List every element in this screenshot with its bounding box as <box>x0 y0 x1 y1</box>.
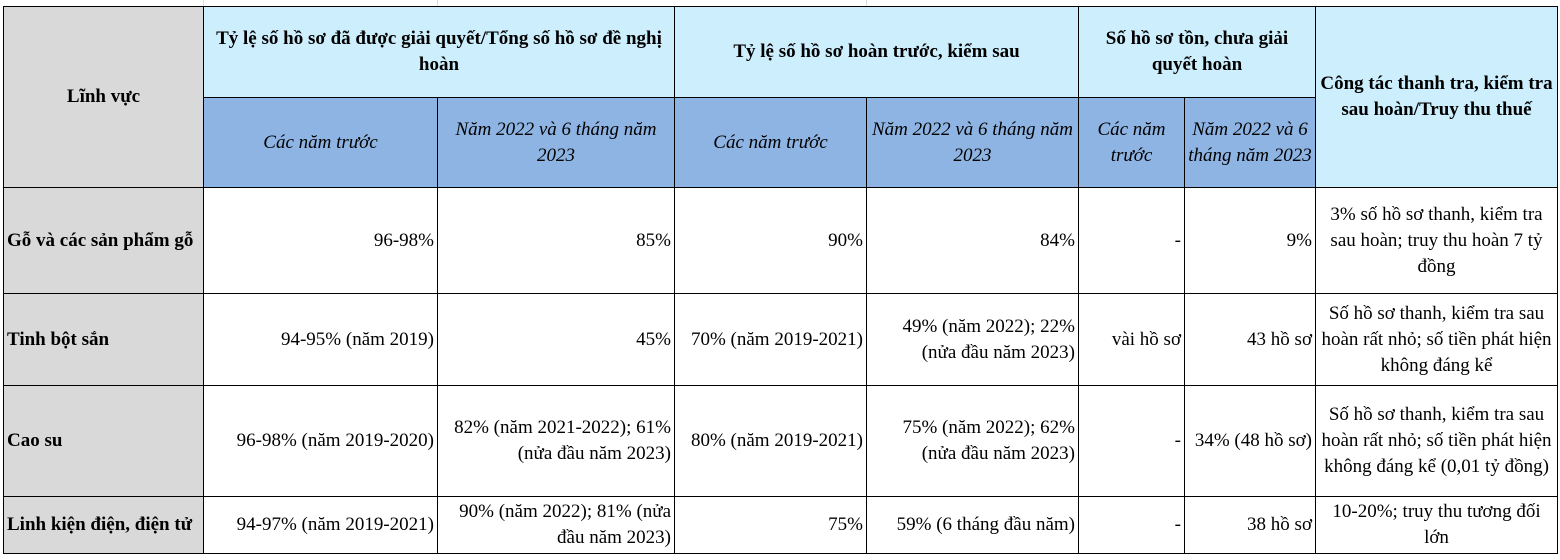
cell: 85% <box>437 187 675 294</box>
cell: 59% (6 tháng đầu năm) <box>866 496 1079 554</box>
cell: - <box>1078 496 1185 554</box>
cell: 75% (năm 2022); 62% (nửa đầu năm 2023) <box>866 385 1079 497</box>
table-row: Cao su 96-98% (năm 2019-2020) 82% (năm 2… <box>3 385 1558 497</box>
cell: 84% <box>866 187 1079 294</box>
cell: 3% số hồ sơ thanh, kiểm tra sau hoàn; tr… <box>1315 187 1558 294</box>
cell: - <box>1078 187 1185 294</box>
field-cell: Linh kiện điện, điện tử <box>3 496 204 554</box>
cell: - <box>1078 385 1185 497</box>
cell: 94-97% (năm 2019-2021) <box>203 496 438 554</box>
subheader-prev-years: Các năm trước <box>1078 97 1185 188</box>
cell: 96-98% (năm 2019-2020) <box>203 385 438 497</box>
table-row: Tinh bột sắn 94-95% (năm 2019) 45% 70% (… <box>3 293 1558 386</box>
field-cell: Tinh bột sắn <box>3 293 204 386</box>
cell: 90% <box>674 187 867 294</box>
cell: 70% (năm 2019-2021) <box>674 293 867 386</box>
field-cell: Cao su <box>3 385 204 497</box>
cell: 10-20%; truy thu tương đối lớn <box>1315 496 1558 554</box>
gridline <box>437 0 438 6</box>
header-resolved-ratio: Tỷ lệ số hồ sơ đã được giải quyết/Tổng s… <box>203 6 675 98</box>
tax-refund-table: Lĩnh vực Tỷ lệ số hồ sơ đã được giải quy… <box>3 6 1558 554</box>
gridline <box>203 0 204 6</box>
cell: 34% (48 hồ sơ) <box>1184 385 1316 497</box>
cell: 9% <box>1184 187 1316 294</box>
header-inspection: Công tác thanh tra, kiểm tra sau hoàn/Tr… <box>1315 6 1558 188</box>
field-cell: Gỗ và các sản phẩm gỗ <box>3 187 204 294</box>
cell: 45% <box>437 293 675 386</box>
gridline <box>866 0 867 6</box>
table-row: Gỗ và các sản phẩm gỗ 96-98% 85% 90% 84%… <box>3 187 1558 294</box>
subheader-prev-years: Các năm trước <box>203 97 438 188</box>
cell: 80% (năm 2019-2021) <box>674 385 867 497</box>
subheader-2022: Năm 2022 và 6 tháng năm 2023 <box>866 97 1079 188</box>
table-row: Linh kiện điện, điện tử 94-97% (năm 2019… <box>3 496 1558 554</box>
header-refund-first: Tỷ lệ số hồ sơ hoàn trước, kiểm sau <box>674 6 1079 98</box>
cell: 38 hồ sơ <box>1184 496 1316 554</box>
cell: Số hồ sơ thanh, kiểm tra sau hoàn rất nh… <box>1315 293 1558 386</box>
cell: 82% (năm 2021-2022); 61% (nửa đầu năm 20… <box>437 385 675 497</box>
cell: 90% (năm 2022); 81% (nửa đầu năm 2023) <box>437 496 675 554</box>
subheader-2022: Năm 2022 và 6 tháng năm 2023 <box>1184 97 1316 188</box>
cell: 43 hồ sơ <box>1184 293 1316 386</box>
cell: 49% (năm 2022); 22% (nửa đầu năm 2023) <box>866 293 1079 386</box>
cell: 75% <box>674 496 867 554</box>
cell: 94-95% (năm 2019) <box>203 293 438 386</box>
cell: vài hồ sơ <box>1078 293 1185 386</box>
cell: 96-98% <box>203 187 438 294</box>
subheader-2022: Năm 2022 và 6 tháng năm 2023 <box>437 97 675 188</box>
cell: Số hồ sơ thanh, kiểm tra sau hoàn rất nh… <box>1315 385 1558 497</box>
header-field: Lĩnh vực <box>3 6 204 188</box>
subheader-prev-years: Các năm trước <box>674 97 867 188</box>
header-pending: Số hồ sơ tồn, chưa giải quyết hoàn <box>1078 6 1316 98</box>
